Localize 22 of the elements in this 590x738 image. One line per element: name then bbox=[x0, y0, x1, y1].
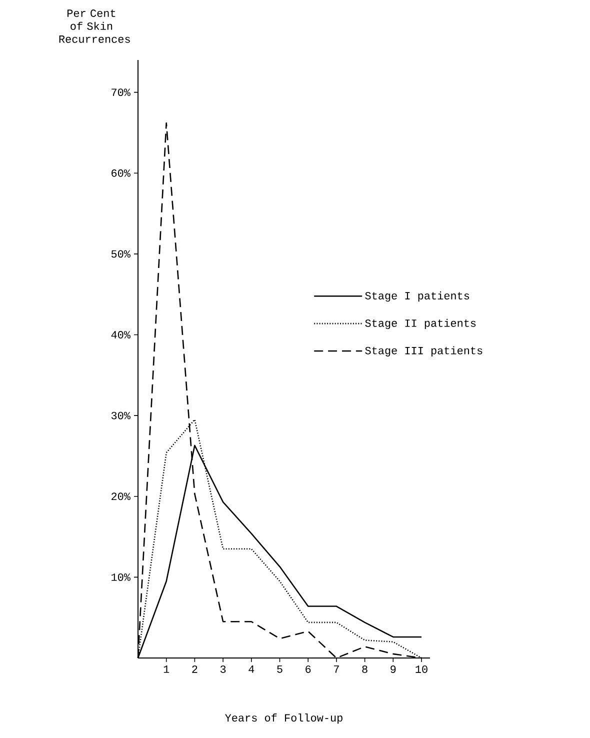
x-tick-label: 6 bbox=[306, 666, 311, 673]
x-tick-label: 5 bbox=[277, 666, 282, 673]
y-tick-label: 10% bbox=[112, 573, 130, 581]
x-axis-title: Years of Follow-up bbox=[225, 714, 342, 724]
x-tick-label: 3 bbox=[220, 666, 226, 673]
x-tick-label: 8 bbox=[362, 666, 368, 673]
x-tick-label: 1 bbox=[164, 666, 170, 673]
legend-label: Stage I patients bbox=[365, 291, 470, 302]
y-tick-label: 70% bbox=[112, 88, 130, 96]
y-tick-label: 60% bbox=[112, 169, 130, 177]
legend-label: Stage III patients bbox=[365, 346, 482, 356]
y-tick-label: 40% bbox=[111, 331, 130, 338]
y-axis-title: Per Cent of Skin Recurrences bbox=[59, 10, 130, 43]
legend-label: Stage II patients bbox=[365, 318, 476, 330]
x-tick-label: 10 bbox=[416, 666, 428, 673]
x-tick-label: 2 bbox=[192, 666, 198, 673]
y-tick-label: 20% bbox=[112, 492, 130, 500]
y-tick-label: 50% bbox=[111, 250, 130, 258]
x-tick-label: 7 bbox=[334, 666, 339, 673]
x-tick-label: 4 bbox=[248, 666, 254, 673]
x-tick-label: 9 bbox=[390, 666, 396, 673]
y-tick-label: 30% bbox=[111, 412, 130, 420]
